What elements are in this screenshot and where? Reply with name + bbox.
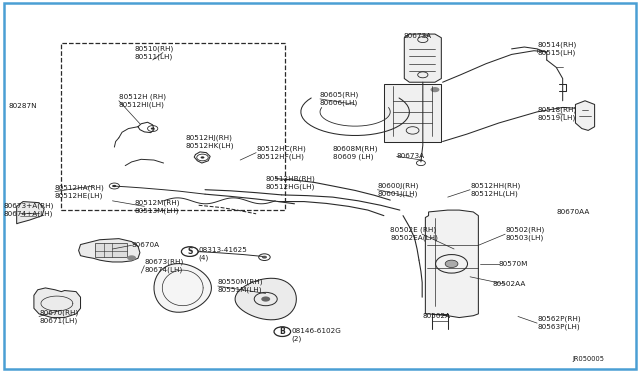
Text: 80502E (RH)
80502EA(LH): 80502E (RH) 80502EA(LH) <box>390 227 438 241</box>
Text: 08146-6102G
(2): 08146-6102G (2) <box>291 328 341 342</box>
Text: 80502A: 80502A <box>422 313 451 319</box>
Text: 80512HC(RH)
80512HF(LH): 80512HC(RH) 80512HF(LH) <box>256 145 306 160</box>
Text: 80518(RH)
80519(LH): 80518(RH) 80519(LH) <box>537 106 577 121</box>
Text: 80287N: 80287N <box>9 103 38 109</box>
Circle shape <box>151 128 155 130</box>
Text: 80673(RH)
80674(LH): 80673(RH) 80674(LH) <box>145 259 184 273</box>
Text: 80570M: 80570M <box>499 261 528 267</box>
Circle shape <box>274 327 291 336</box>
Circle shape <box>200 156 204 158</box>
Text: 80670(RH)
80671(LH): 80670(RH) 80671(LH) <box>39 309 78 324</box>
Text: 80608M(RH)
80609 (LH): 80608M(RH) 80609 (LH) <box>333 145 378 160</box>
Text: 80514(RH)
80515(LH): 80514(RH) 80515(LH) <box>537 42 577 56</box>
Bar <box>95 243 127 257</box>
Text: 80512HA(RH)
80512HE(LH): 80512HA(RH) 80512HE(LH) <box>55 184 105 199</box>
Text: 80605(RH)
80606(LH): 80605(RH) 80606(LH) <box>320 92 359 106</box>
Text: 80673A: 80673A <box>403 33 431 39</box>
Text: 80510(RH)
80511(LH): 80510(RH) 80511(LH) <box>135 45 174 60</box>
Text: 80512HH(RH)
80512HL(LH): 80512HH(RH) 80512HL(LH) <box>470 182 520 197</box>
Text: 80502(RH)
80503(LH): 80502(RH) 80503(LH) <box>505 227 545 241</box>
Polygon shape <box>17 202 44 224</box>
Circle shape <box>431 87 440 92</box>
Polygon shape <box>154 264 211 312</box>
Circle shape <box>445 260 458 267</box>
Text: 08313-41625
(4): 08313-41625 (4) <box>198 247 248 261</box>
Text: 80562P(RH)
80563P(LH): 80562P(RH) 80563P(LH) <box>537 316 580 330</box>
Circle shape <box>127 255 136 260</box>
Text: 80550M(RH)
80551M(LH): 80550M(RH) 80551M(LH) <box>218 279 263 293</box>
Text: B: B <box>280 327 285 336</box>
Polygon shape <box>79 238 140 262</box>
Circle shape <box>181 247 198 256</box>
Text: 80512HB(RH)
80512HG(LH): 80512HB(RH) 80512HG(LH) <box>266 175 316 190</box>
Text: 80512H (RH)
80512HI(LH): 80512H (RH) 80512HI(LH) <box>119 93 166 108</box>
Text: 80512M(RH)
80513M(LH): 80512M(RH) 80513M(LH) <box>135 199 180 214</box>
Text: 80600J(RH)
80601J(LH): 80600J(RH) 80601J(LH) <box>378 182 419 197</box>
Polygon shape <box>34 288 81 318</box>
Text: JR050005: JR050005 <box>572 356 604 362</box>
Text: 80502AA: 80502AA <box>492 281 526 287</box>
Text: 80512HJ(RH)
80512HK(LH): 80512HJ(RH) 80512HK(LH) <box>186 134 234 149</box>
Text: 80673A: 80673A <box>397 153 425 159</box>
Polygon shape <box>235 278 296 320</box>
Polygon shape <box>404 34 442 82</box>
Bar <box>384 84 442 141</box>
Text: S: S <box>187 247 193 256</box>
Text: 80670A: 80670A <box>132 242 160 248</box>
Text: 80673+A(RH)
80674+A(LH): 80673+A(RH) 80674+A(LH) <box>4 203 54 217</box>
Text: 80670AA: 80670AA <box>556 209 589 215</box>
Circle shape <box>262 256 267 259</box>
Polygon shape <box>575 101 595 131</box>
Circle shape <box>261 296 270 302</box>
Circle shape <box>113 185 116 187</box>
Polygon shape <box>426 210 478 318</box>
